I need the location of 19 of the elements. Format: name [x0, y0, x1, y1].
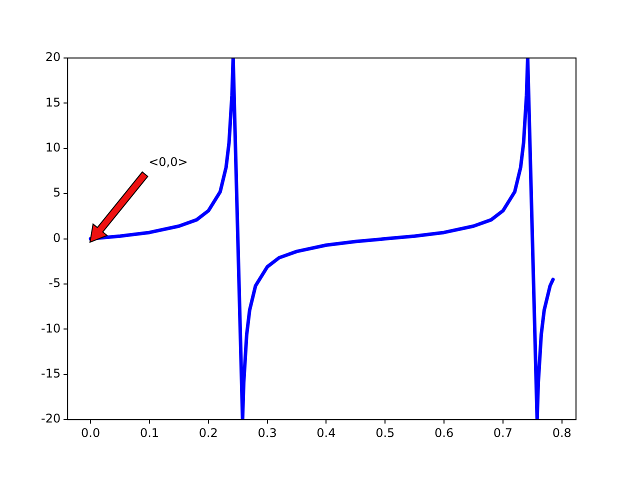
y-tick-label: 15 — [45, 95, 61, 110]
x-tick-label: 0.1 — [140, 426, 160, 440]
y-tick-label: -20 — [40, 412, 61, 426]
x-tick-label: 0.5 — [376, 426, 395, 440]
y-tick-label: -15 — [40, 366, 61, 381]
x-tick-label: 0.7 — [493, 426, 512, 440]
x-tick-label: 0.3 — [258, 426, 277, 440]
x-tick-label: 0.6 — [434, 426, 454, 440]
y-tick-label: 0 — [52, 230, 61, 245]
y-tick-label: 5 — [52, 186, 61, 200]
x-tick-label: 0.8 — [552, 426, 572, 440]
x-tick-label: 0.0 — [81, 426, 100, 440]
y-tick-label: 20 — [45, 50, 61, 64]
y-tick-label: -10 — [40, 321, 61, 336]
x-tick-label: 0.4 — [316, 426, 336, 440]
y-tick-label: 10 — [45, 140, 61, 155]
x-tick-label: 0.2 — [198, 426, 218, 440]
y-tick-label: -5 — [48, 276, 61, 290]
annotation: <0,0> — [148, 155, 188, 170]
